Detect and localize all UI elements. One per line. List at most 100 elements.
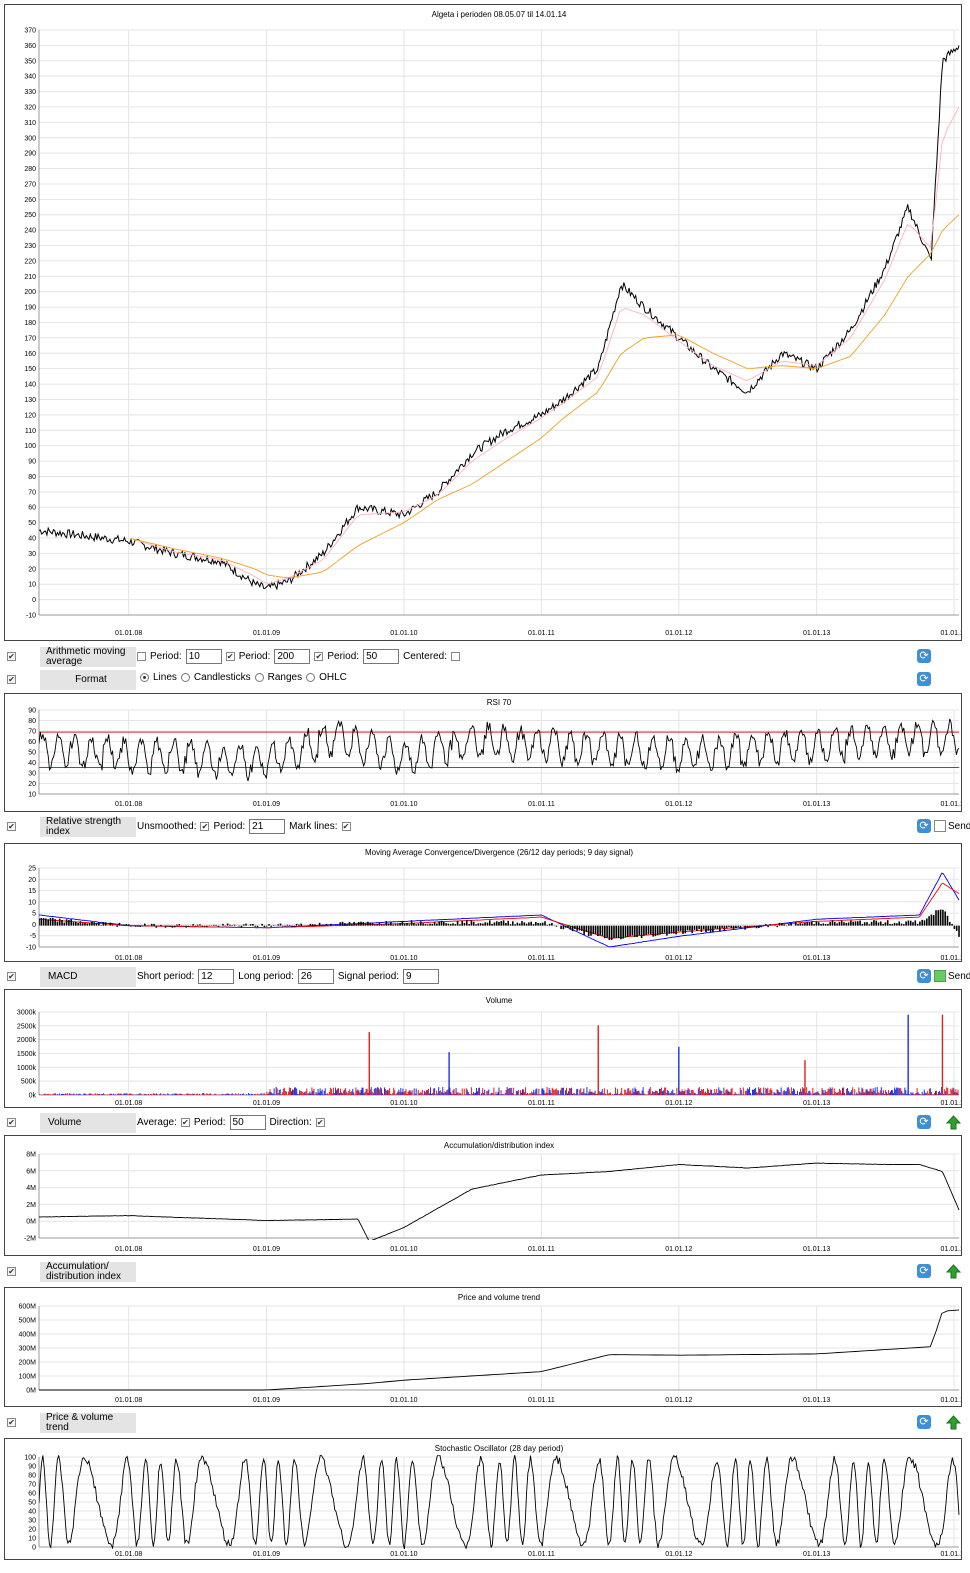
- volume-direction-checkbox[interactable]: ✔: [315, 1118, 325, 1127]
- y-tick-label: 5: [32, 911, 36, 918]
- macd-signal-input[interactable]: 9: [403, 969, 440, 984]
- ama-enable-checkbox[interactable]: ✔: [7, 652, 16, 661]
- volume-average-checkbox[interactable]: ✔: [180, 1118, 190, 1127]
- x-tick-label: 01.01.10: [390, 1100, 417, 1107]
- series-line: [39, 1162, 960, 1240]
- format-ranges-radio[interactable]: [254, 673, 264, 682]
- x-tick-label: 01.01.12: [665, 1100, 692, 1107]
- macd-refresh-icon[interactable]: ⟳: [917, 969, 931, 983]
- ama-period1-checkbox[interactable]: [137, 652, 146, 661]
- y-tick-label: 2M: [26, 1202, 36, 1209]
- rsi-enable-checkbox[interactable]: ✔: [7, 822, 16, 831]
- volume-average-label: Average:: [137, 1117, 177, 1128]
- y-tick-label: 180: [24, 320, 36, 327]
- x-tick-label: 01.01.10: [390, 955, 417, 962]
- volume-period-input[interactable]: 50: [229, 1115, 266, 1130]
- x-tick-label: 01.01.08: [115, 955, 142, 962]
- ama-period2-checkbox[interactable]: ✔: [225, 652, 235, 661]
- series-line: [130, 106, 960, 584]
- y-tick-label: 40: [28, 1509, 36, 1516]
- ama-label: Arithmetic moving average: [40, 647, 136, 667]
- pvt-controls: ✔ Price & volume trend ⟳: [4, 1412, 964, 1434]
- y-tick-label: 40: [28, 760, 36, 767]
- volume-refresh-icon[interactable]: ⟳: [917, 1115, 931, 1129]
- y-tick-label: 500M: [18, 1318, 36, 1325]
- format-lines-radio[interactable]: [140, 673, 149, 682]
- x-tick-label: 01.01.10: [390, 1551, 417, 1558]
- y-tick-label: 4M: [26, 1185, 36, 1192]
- rsi-mark-checkbox[interactable]: ✔: [341, 822, 351, 831]
- ama-centered-checkbox[interactable]: [450, 652, 460, 661]
- macd-send-label[interactable]: Send: [948, 970, 970, 982]
- y-tick-label: 1000k: [17, 1065, 37, 1072]
- y-tick-label: 50: [28, 750, 36, 757]
- rsi-period-input[interactable]: 21: [249, 819, 286, 834]
- x-tick-label: 01.01.08: [115, 801, 142, 808]
- y-tick-label: 130: [24, 397, 36, 404]
- macd-long-input[interactable]: 26: [297, 969, 334, 984]
- y-tick-label: 0: [32, 922, 36, 929]
- plot-area: [39, 1309, 960, 1391]
- ama-period2-input[interactable]: 200: [274, 649, 311, 664]
- y-tick-label: 370: [24, 28, 36, 35]
- x-tick-label: 01.01.11: [528, 1551, 555, 1558]
- format-candles-radio[interactable]: [180, 673, 190, 682]
- ama-refresh-icon[interactable]: ⟳: [917, 649, 931, 663]
- macd-send-icon[interactable]: [934, 970, 946, 982]
- ama-period1-input[interactable]: 10: [185, 649, 222, 664]
- ad-chart: Accumulation/distribution index 8M 6M 4M 2M 0…: [24, 1141, 961, 1253]
- pvt-refresh-icon[interactable]: ⟳: [917, 1415, 931, 1429]
- price-chart-panel: Algeta i perioden 08.05.07 til 14.01.14 3…: [4, 4, 962, 641]
- y-tick-label: 3000k: [17, 1010, 37, 1017]
- y-tick-label: -5: [30, 933, 36, 940]
- x-tick-label: 01.01.09: [253, 1551, 280, 1558]
- macd-short-label: Short period:: [137, 971, 195, 982]
- rsi-unsmoothed-checkbox[interactable]: ✔: [200, 822, 210, 831]
- y-tick-label: 100: [24, 1455, 36, 1462]
- y-tick-label: 310: [24, 120, 36, 127]
- macd-chart: Moving Average Convergence/Divergence (2…: [26, 848, 961, 962]
- macd-enable-checkbox[interactable]: ✔: [7, 972, 16, 981]
- macd-short-input[interactable]: 12: [198, 969, 235, 984]
- y-tick-label: 0M: [26, 1388, 36, 1395]
- volume-move-up-icon[interactable]: [946, 1115, 961, 1130]
- format-refresh-icon[interactable]: ⟳: [917, 672, 931, 686]
- ad-move-up-icon[interactable]: [946, 1264, 961, 1279]
- volume-enable-checkbox[interactable]: ✔: [7, 1118, 16, 1127]
- pvt-enable-checkbox[interactable]: ✔: [7, 1418, 16, 1427]
- y-tick-label: 10: [28, 792, 36, 799]
- volume-label: Volume: [40, 1113, 136, 1133]
- y-tick-label: 1500k: [17, 1051, 37, 1058]
- pvt-move-up-icon[interactable]: [946, 1415, 961, 1430]
- x-tick-label: 01.01.10: [390, 1246, 417, 1253]
- chart-title: Volume: [486, 996, 513, 1005]
- rsi-send-label[interactable]: Send: [948, 820, 970, 832]
- y-tick-label: 290: [24, 151, 36, 158]
- plot-area: [39, 718, 960, 782]
- macd-controls: ✔ MACD Short period: 12 Long period: 26 …: [4, 966, 970, 988]
- y-tick-label: 0: [32, 1545, 36, 1552]
- format-ohlc-radio[interactable]: [306, 673, 316, 682]
- macd-signal-label: Signal period:: [337, 971, 400, 982]
- y-tick-label: 100: [24, 443, 36, 450]
- format-candles-label: Candlesticks: [193, 672, 251, 683]
- y-tick-label: 0: [32, 597, 36, 604]
- ama-period3-checkbox[interactable]: ✔: [314, 652, 324, 661]
- rsi-refresh-icon[interactable]: ⟳: [917, 819, 931, 833]
- format-label: Format: [40, 670, 136, 690]
- rsi-send-checkbox[interactable]: [934, 820, 946, 832]
- ad-enable-checkbox[interactable]: ✔: [7, 1267, 16, 1276]
- x-tick-label: 01.01.10: [390, 801, 417, 808]
- series-line: [39, 718, 960, 782]
- x-tick-label: 01.01.11: [528, 1100, 555, 1107]
- ama-period3-input[interactable]: 50: [363, 649, 400, 664]
- x-tick-label: 01.01.13: [803, 1551, 830, 1558]
- volume-controls: ✔ Volume Average: ✔ Period: 50 Direction…: [4, 1112, 964, 1134]
- ama-period1-label: Period:: [150, 651, 182, 662]
- format-enable-checkbox[interactable]: ✔: [7, 675, 16, 684]
- y-tick-label: 70: [28, 489, 36, 496]
- y-tick-label: 70: [28, 1482, 36, 1489]
- ad-refresh-icon[interactable]: ⟳: [917, 1264, 931, 1278]
- format-lines-label: Lines: [153, 672, 177, 683]
- y-tick-label: 40: [28, 536, 36, 543]
